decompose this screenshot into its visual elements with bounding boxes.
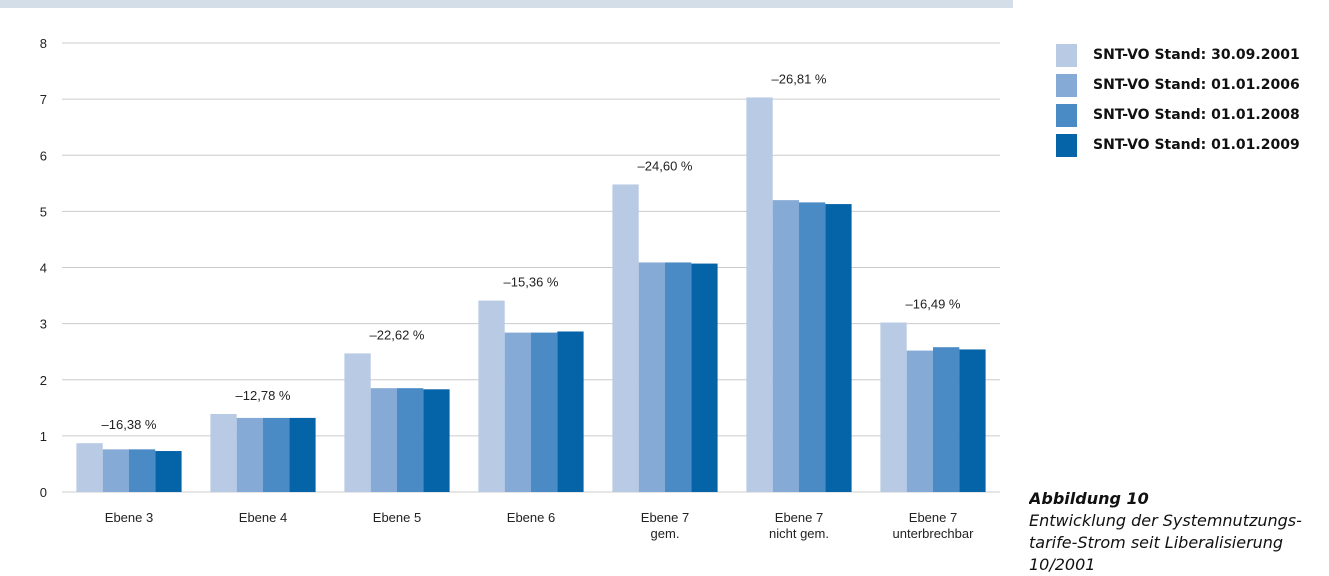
y-tick-label: 4 xyxy=(40,261,47,276)
y-tick-label: 2 xyxy=(40,373,47,388)
bar xyxy=(397,388,424,492)
x-category-label: nicht gem. xyxy=(769,526,829,541)
y-tick-label: 1 xyxy=(40,429,47,444)
x-category-label: gem. xyxy=(651,526,680,541)
x-category-label: Ebene 7 xyxy=(909,510,957,525)
bar xyxy=(102,449,129,492)
percent-change-label: –15,36 % xyxy=(504,275,559,290)
bar xyxy=(76,443,103,492)
top-band xyxy=(0,0,1013,8)
legend: SNT-VO Stand: 30.09.2001 SNT-VO Stand: 0… xyxy=(1056,40,1300,160)
bar xyxy=(880,322,907,492)
caption-text: Entwicklung der Systemnutzungs- tarife-S… xyxy=(1029,511,1302,574)
legend-swatch xyxy=(1056,103,1077,127)
legend-label: SNT-VO Stand: 30.09.2001 xyxy=(1093,47,1300,63)
bar xyxy=(772,200,799,492)
bar xyxy=(263,417,290,492)
bar xyxy=(478,300,505,492)
bar xyxy=(638,262,665,492)
percent-change-label: –16,49 % xyxy=(906,297,961,312)
x-category-label: Ebene 4 xyxy=(239,510,287,525)
percent-change-label: –24,60 % xyxy=(638,158,693,173)
bar xyxy=(531,332,558,492)
bar xyxy=(370,388,397,492)
x-category-label: Ebene 7 xyxy=(641,510,689,525)
bar xyxy=(906,350,933,492)
bar xyxy=(959,349,986,492)
x-category-label: unterbrechbar xyxy=(893,526,975,541)
percent-change-label: –22,62 % xyxy=(370,327,425,342)
x-category-label: Ebene 5 xyxy=(373,510,421,525)
legend-item-4: SNT-VO Stand: 01.01.2009 xyxy=(1056,130,1300,160)
x-category-label: Ebene 3 xyxy=(105,510,153,525)
legend-swatch xyxy=(1056,73,1077,97)
legend-item-2: SNT-VO Stand: 01.01.2006 xyxy=(1056,70,1300,100)
percent-change-label: –26,81 % xyxy=(772,71,827,86)
bar xyxy=(344,353,371,492)
legend-item-3: SNT-VO Stand: 01.01.2008 xyxy=(1056,100,1300,130)
legend-label: SNT-VO Stand: 01.01.2006 xyxy=(1093,77,1300,93)
bar xyxy=(612,184,639,492)
y-tick-label: 7 xyxy=(40,92,47,107)
y-tick-label: 3 xyxy=(40,317,47,332)
caption-title: Abbildung 10 xyxy=(1029,489,1149,508)
bar xyxy=(236,417,263,492)
y-tick-label: 6 xyxy=(40,148,47,163)
legend-item-1: SNT-VO Stand: 30.09.2001 xyxy=(1056,40,1300,70)
bar xyxy=(423,389,450,492)
figure-caption: Abbildung 10 Entwicklung der Systemnutzu… xyxy=(1029,488,1329,576)
bar xyxy=(155,451,182,492)
bar xyxy=(933,347,960,492)
bar xyxy=(557,331,584,492)
y-tick-label: 8 xyxy=(40,36,47,51)
bar-chart: 0 1 2 3 4 5 6 7 8 –16,38 % Ebene 3 –12,78 % Ebene 4 –… xyxy=(40,36,1000,541)
percent-change-label: –16,38 % xyxy=(102,417,157,432)
x-category-label: Ebene 6 xyxy=(507,510,555,525)
bar xyxy=(129,449,156,492)
percent-change-label: –12,78 % xyxy=(236,388,291,403)
legend-label: SNT-VO Stand: 01.01.2008 xyxy=(1093,107,1300,123)
y-tick-label: 5 xyxy=(40,204,47,219)
bar xyxy=(665,262,692,492)
legend-swatch xyxy=(1056,133,1077,157)
bar xyxy=(825,204,852,493)
bar xyxy=(691,263,718,492)
bar xyxy=(746,97,773,492)
bar xyxy=(289,417,316,492)
legend-swatch xyxy=(1056,43,1077,67)
bar xyxy=(799,202,826,492)
bar xyxy=(210,413,237,492)
bar xyxy=(504,332,531,492)
legend-label: SNT-VO Stand: 01.01.2009 xyxy=(1093,137,1300,153)
y-tick-label: 0 xyxy=(40,485,47,500)
x-category-label: Ebene 7 xyxy=(775,510,823,525)
